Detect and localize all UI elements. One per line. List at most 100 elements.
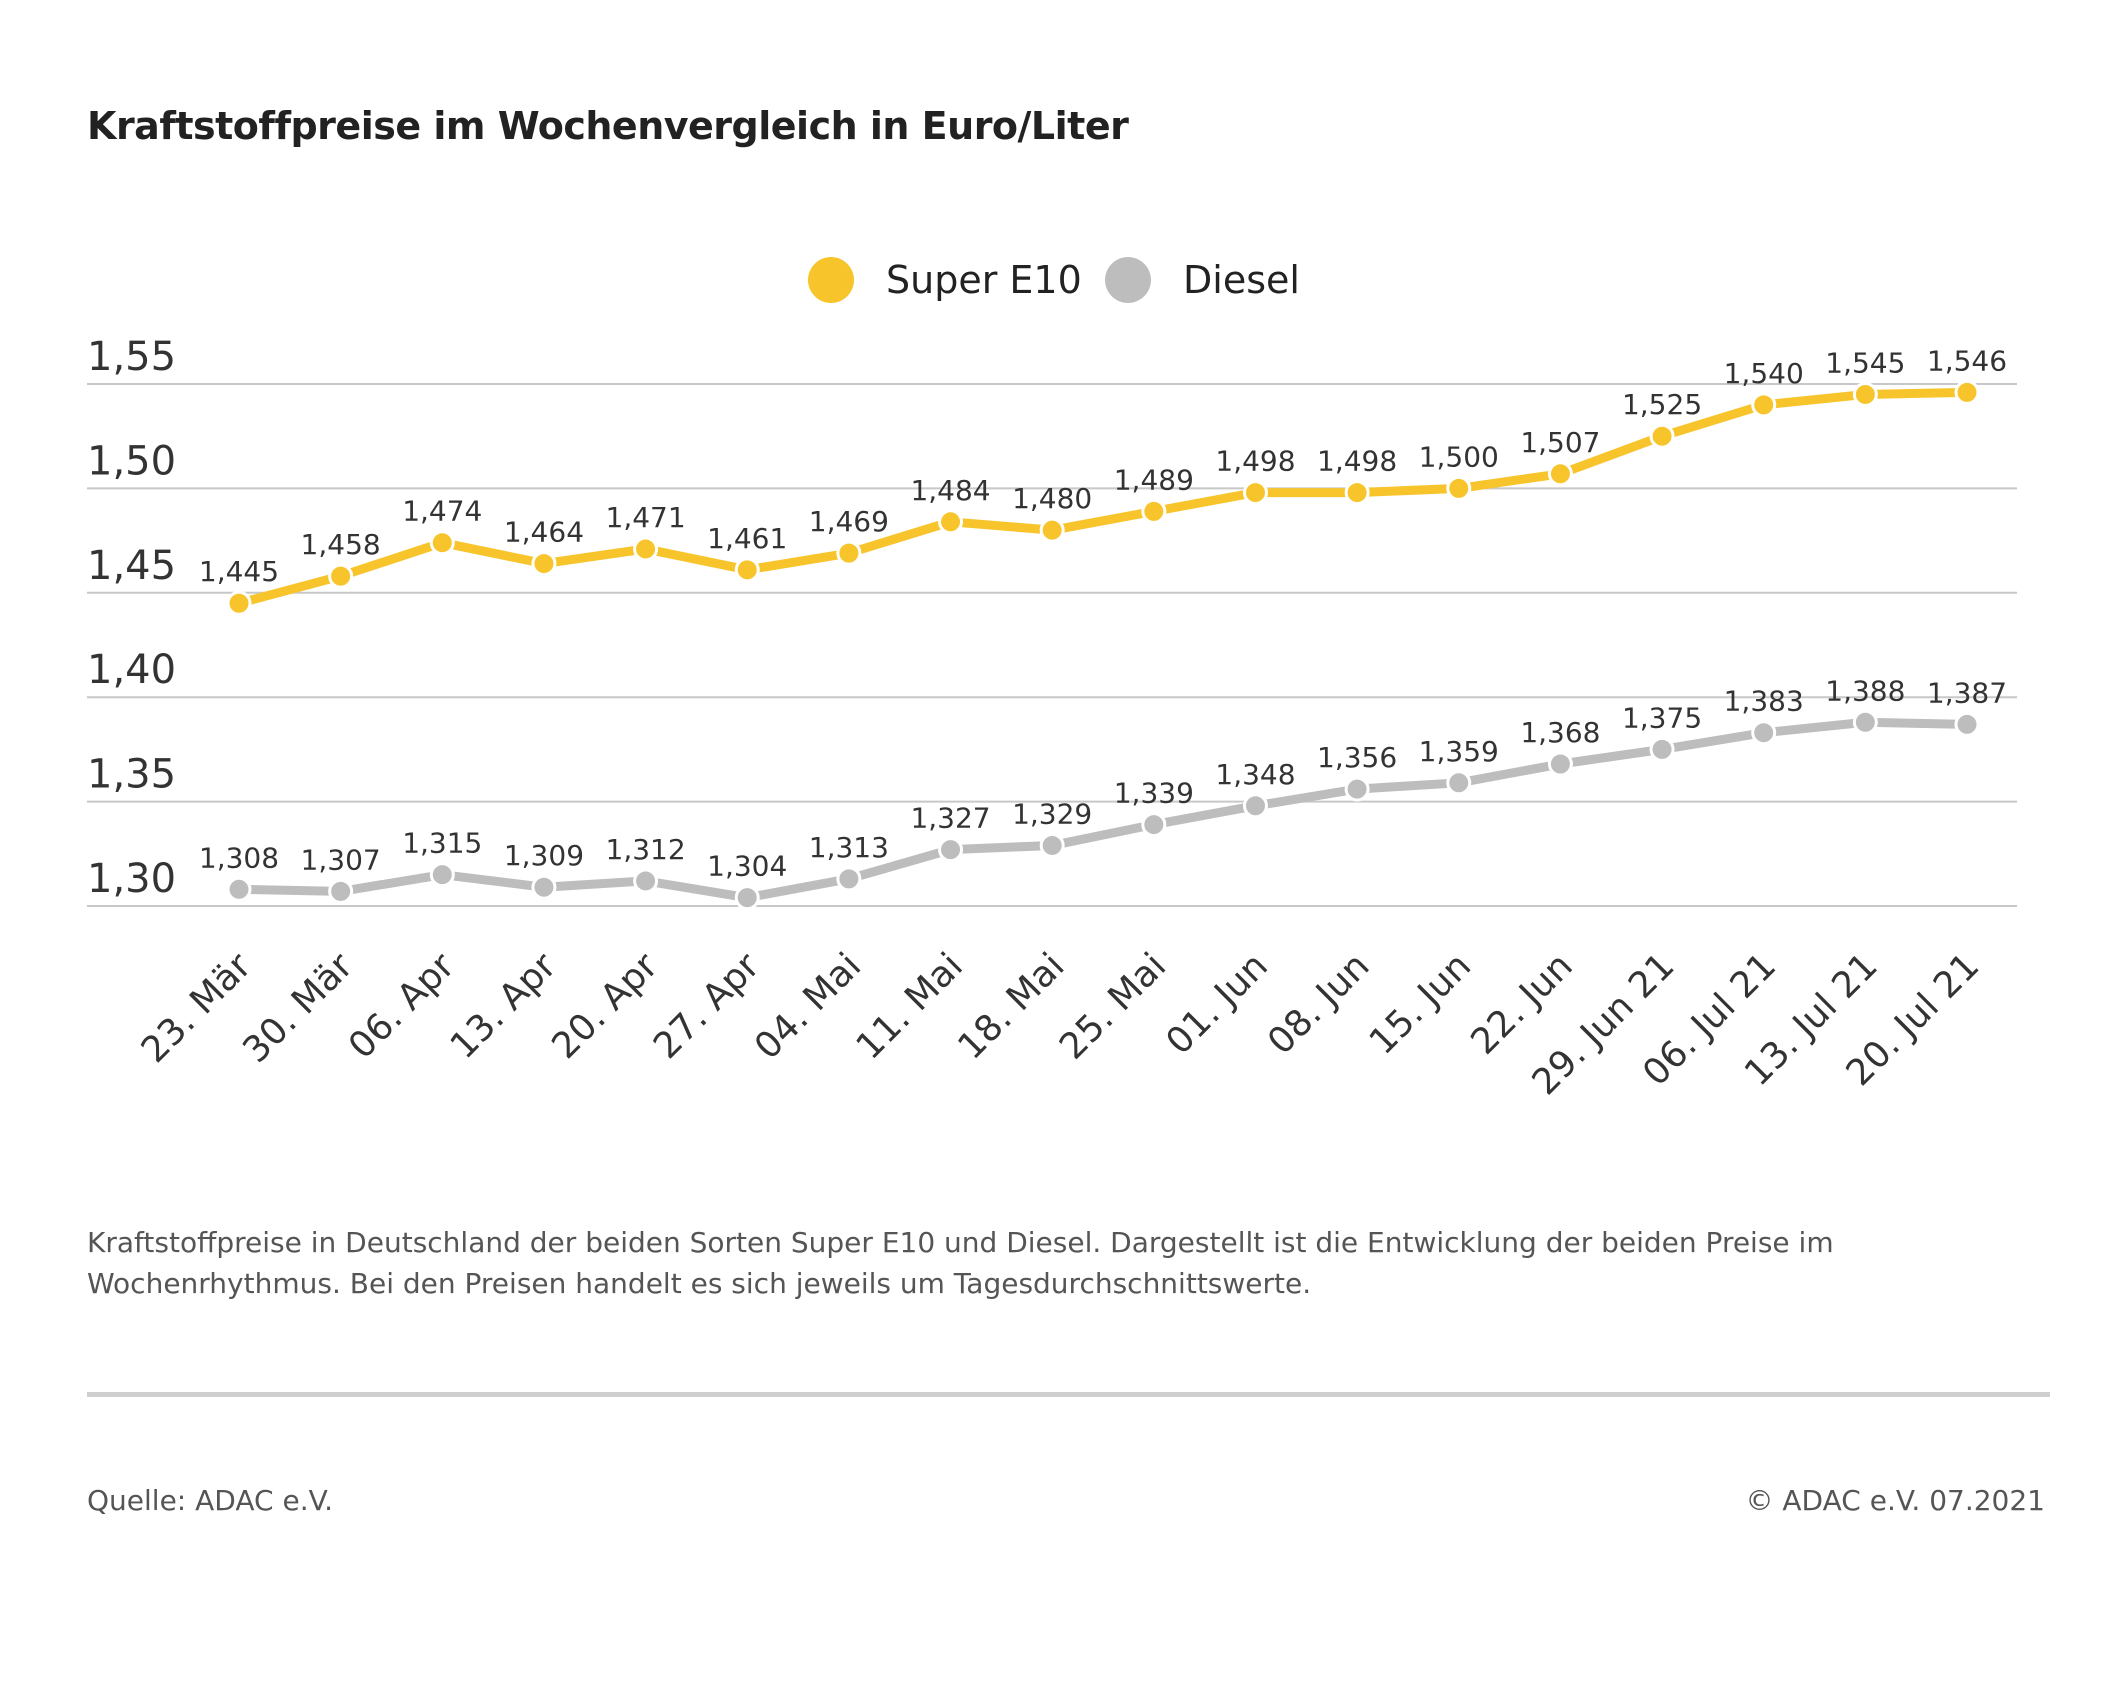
data-label: 1,388 (1825, 674, 1905, 707)
data-label: 1,525 (1622, 388, 1702, 421)
x-tick-label: 11. Mai (849, 945, 971, 1067)
data-point (734, 557, 760, 583)
data-label: 1,469 (809, 505, 889, 538)
data-point (1446, 770, 1472, 796)
divider (87, 1392, 2050, 1397)
data-label: 1,464 (504, 516, 584, 549)
data-point (1954, 379, 1980, 405)
data-point (1344, 480, 1370, 506)
data-point (1751, 720, 1777, 746)
data-label: 1,308 (199, 841, 279, 874)
y-tick-label: 1,55 (87, 334, 176, 380)
data-label: 1,329 (1012, 797, 1092, 830)
series-line-0 (237, 387, 1968, 608)
data-point (1141, 812, 1167, 838)
x-tick-label: 04. Mai (747, 945, 869, 1067)
data-point (836, 540, 862, 566)
data-label: 1,348 (1215, 758, 1295, 791)
data-point (633, 536, 659, 562)
data-label: 1,474 (402, 495, 482, 528)
data-label: 1,500 (1419, 440, 1499, 473)
data-point (328, 563, 354, 589)
data-point (1141, 498, 1167, 524)
data-label: 1,307 (301, 843, 381, 876)
line-chart: 1,30 1,35 1,40 1,45 1,50 1,55 Super E10 Diesel 1… (87, 257, 2017, 1103)
x-tick-label: 01. Jun (1158, 945, 1275, 1062)
data-label: 1,484 (910, 474, 990, 507)
data-point (1039, 832, 1065, 858)
chart-caption: Kraftstoffpreise in Deutschland der beid… (87, 1226, 1834, 1300)
x-tick-label: 30. Mär (235, 945, 361, 1071)
data-point (1446, 475, 1472, 501)
data-label: 1,458 (301, 528, 381, 561)
data-label: 1,471 (606, 501, 686, 534)
data-point (531, 551, 557, 577)
source-text: Quelle: ADAC e.V. (87, 1484, 334, 1517)
data-point (1547, 751, 1573, 777)
data-point (1852, 381, 1878, 407)
data-label: 1,368 (1520, 716, 1600, 749)
data-label: 1,498 (1215, 445, 1295, 478)
data-point (1649, 423, 1675, 449)
x-tick-label: 25. Mai (1052, 945, 1174, 1067)
x-tick-label: 08. Jun (1260, 945, 1377, 1062)
data-point (429, 862, 455, 888)
data-label: 1,312 (606, 833, 686, 866)
legend-label: Super E10 (886, 258, 1082, 302)
data-label: 1,339 (1114, 777, 1194, 810)
x-tick-label: 15. Jun (1362, 945, 1479, 1062)
data-label: 1,359 (1419, 735, 1499, 768)
data-point (938, 837, 964, 863)
data-point (1242, 793, 1268, 819)
x-tick-label: 18. Mai (950, 945, 1072, 1067)
x-tick-label: 13. Apr (443, 945, 565, 1067)
legend-label: Diesel (1183, 258, 1300, 302)
data-point (836, 866, 862, 892)
y-tick-label: 1,50 (87, 438, 176, 484)
legend-marker-super-e10 (808, 257, 854, 303)
data-label: 1,387 (1927, 676, 2007, 709)
data-label: 1,327 (910, 802, 990, 835)
data-point (1039, 517, 1065, 543)
data-point (531, 874, 557, 900)
data-point (1344, 776, 1370, 802)
data-point (734, 885, 760, 911)
data-label: 1,313 (809, 831, 889, 864)
x-tick-label: 23. Mär (134, 945, 260, 1071)
data-point (226, 876, 252, 902)
y-tick-label: 1,35 (87, 752, 176, 798)
chart-title: Kraftstoffpreise im Wochenvergleich in E… (87, 104, 1129, 148)
data-label: 1,383 (1724, 685, 1804, 718)
y-tick-label: 1,40 (87, 647, 176, 693)
x-tick-label: 27. Apr (646, 945, 768, 1067)
x-tick-label: 06. Apr (341, 945, 463, 1067)
legend-marker-diesel (1105, 257, 1151, 303)
data-label: 1,375 (1622, 701, 1702, 734)
data-point (938, 509, 964, 535)
data-label: 1,545 (1825, 346, 1905, 379)
data-point (1649, 736, 1675, 762)
data-label: 1,540 (1724, 357, 1804, 390)
data-label: 1,461 (707, 522, 787, 555)
data-point (1751, 392, 1777, 418)
data-label: 1,546 (1927, 344, 2007, 377)
data-point (1852, 709, 1878, 735)
data-label: 1,498 (1317, 445, 1397, 478)
data-label: 1,480 (1012, 482, 1092, 515)
series-line-1 (238, 717, 1968, 903)
data-point (633, 868, 659, 894)
y-tick-label: 1,30 (87, 856, 176, 902)
data-label: 1,356 (1317, 741, 1397, 774)
data-point (226, 590, 252, 616)
data-label: 1,445 (199, 555, 279, 588)
data-label: 1,507 (1520, 426, 1600, 459)
data-label: 1,489 (1114, 463, 1194, 496)
data-point (429, 530, 455, 556)
y-tick-label: 1,45 (87, 543, 176, 589)
x-tick-label: 20. Apr (544, 945, 666, 1067)
copyright-text: © ADAC e.V. 07.2021 (1745, 1484, 2046, 1517)
data-label: 1,304 (707, 850, 787, 883)
data-label: 1,309 (504, 839, 584, 872)
data-point (1954, 711, 1980, 737)
data-label: 1,315 (402, 827, 482, 860)
